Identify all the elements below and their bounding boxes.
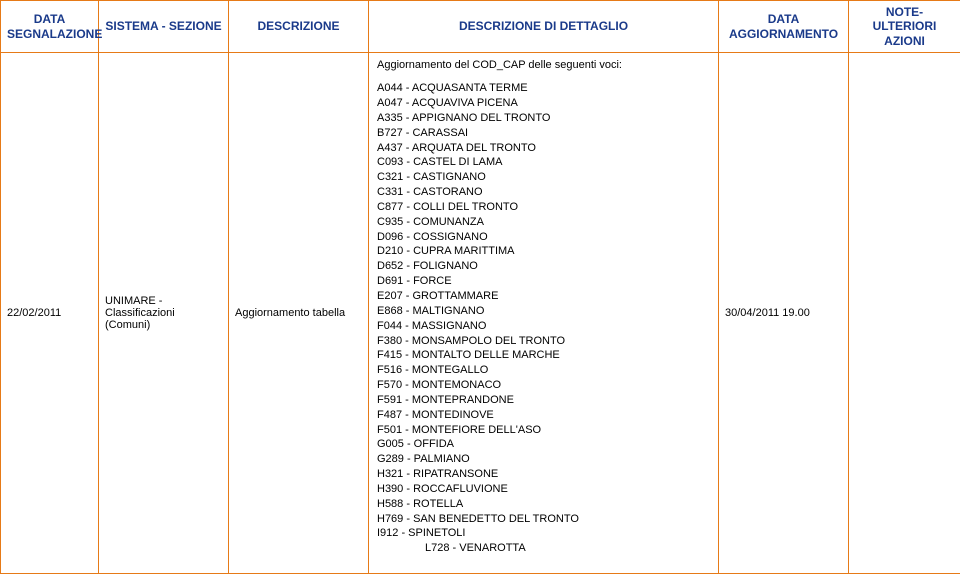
list-item: F380 - MONSAMPOLO DEL TRONTO (377, 334, 710, 349)
list-item: I912 - SPINETOLI (377, 526, 710, 541)
list-item: F487 - MONTEDINOVE (377, 408, 710, 423)
list-item: D210 - CUPRA MARITTIMA (377, 244, 710, 259)
list-item: C093 - CASTEL DI LAMA (377, 155, 710, 170)
col-header-data-segnalazione: DATA SEGNALAZIONE (1, 1, 99, 53)
data-table: DATA SEGNALAZIONE SISTEMA - SEZIONE DESC… (0, 0, 960, 574)
table-row: 22/02/2011 UNIMARE - Classificazioni (Co… (1, 53, 960, 574)
list-item: A047 - ACQUAVIVA PICENA (377, 96, 710, 111)
list-item: F501 - MONTEFIORE DELL'ASO (377, 423, 710, 438)
list-item: H390 - ROCCAFLUVIONE (377, 482, 710, 497)
col-header-descrizione: DESCRIZIONE (229, 1, 369, 53)
list-item: C321 - CASTIGNANO (377, 170, 710, 185)
list-item: A044 - ACQUASANTA TERME (377, 81, 710, 96)
list-item: G289 - PALMIANO (377, 452, 710, 467)
col-header-note: NOTE- ULTERIORI AZIONI (849, 1, 960, 53)
list-item: H588 - ROTELLA (377, 497, 710, 512)
detail-list: A044 - ACQUASANTA TERME A047 - ACQUAVIVA… (377, 81, 710, 556)
list-item: C935 - COMUNANZA (377, 215, 710, 230)
list-item: H321 - RIPATRANSONE (377, 467, 710, 482)
list-item: A437 - ARQUATA DEL TRONTO (377, 141, 710, 156)
list-item: A335 - APPIGNANO DEL TRONTO (377, 111, 710, 126)
col-header-sistema-sezione: SISTEMA - SEZIONE (99, 1, 229, 53)
detail-heading: Aggiornamento del COD_CAP delle seguenti… (377, 59, 710, 71)
list-item: E868 - MALTIGNANO (377, 304, 710, 319)
col-header-descrizione-dettaglio: DESCRIZIONE DI DETTAGLIO (369, 1, 719, 53)
list-item: F591 - MONTEPRANDONE (377, 393, 710, 408)
cell-data-segnalazione: 22/02/2011 (1, 53, 99, 574)
list-item: H769 - SAN BENEDETTO DEL TRONTO (377, 512, 710, 527)
cell-note (849, 53, 960, 574)
list-item: F570 - MONTEMONACO (377, 378, 710, 393)
list-item-indented: L728 - VENAROTTA (377, 541, 710, 556)
table-header: DATA SEGNALAZIONE SISTEMA - SEZIONE DESC… (1, 1, 960, 53)
list-item: E207 - GROTTAMMARE (377, 289, 710, 304)
cell-descrizione: Aggiornamento tabella (229, 53, 369, 574)
list-item: F516 - MONTEGALLO (377, 363, 710, 378)
list-item: D652 - FOLIGNANO (377, 259, 710, 274)
list-item: D096 - COSSIGNANO (377, 230, 710, 245)
list-item: C877 - COLLI DEL TRONTO (377, 200, 710, 215)
list-item: F044 - MASSIGNANO (377, 319, 710, 334)
list-item: B727 - CARASSAI (377, 126, 710, 141)
cell-descrizione-dettaglio: Aggiornamento del COD_CAP delle seguenti… (369, 53, 719, 574)
list-item: F415 - MONTALTO DELLE MARCHE (377, 348, 710, 363)
cell-data-aggiornamento: 30/04/2011 19.00 (719, 53, 849, 574)
list-item: G005 - OFFIDA (377, 437, 710, 452)
list-item: D691 - FORCE (377, 274, 710, 289)
col-header-data-aggiornamento: DATA AGGIORNAMENTO (719, 1, 849, 53)
list-item: C331 - CASTORANO (377, 185, 710, 200)
cell-sistema-sezione: UNIMARE - Classificazioni (Comuni) (99, 53, 229, 574)
